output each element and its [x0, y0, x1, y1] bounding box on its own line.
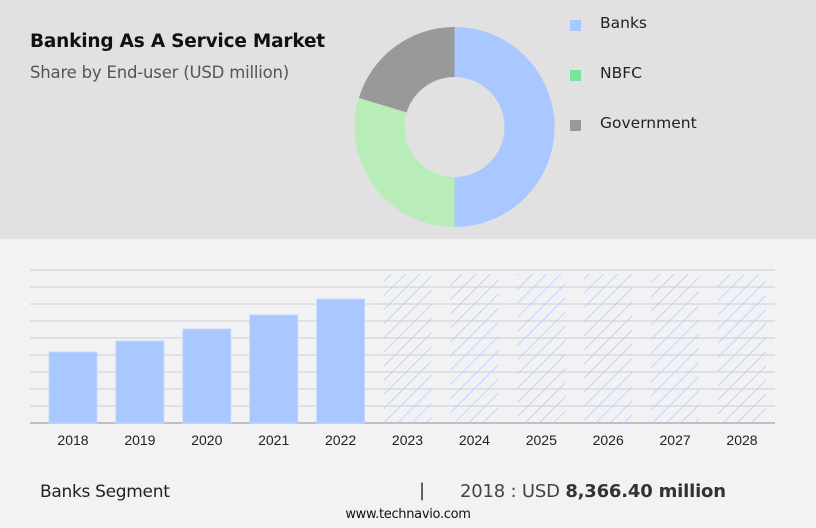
x-tick-label: 2026: [593, 432, 624, 448]
legend-label: Banks: [600, 14, 648, 32]
bar-2019[interactable]: [115, 340, 165, 424]
segment-label: Banks Segment: [40, 482, 170, 502]
legend-swatch-nbfc: [570, 69, 581, 81]
forecast-bar-2024[interactable]: [450, 274, 499, 423]
forecast-bar-2023[interactable]: [383, 274, 432, 423]
footer-separator: |: [419, 480, 426, 501]
x-tick-label: 2024: [459, 432, 490, 448]
x-tick-label: 2021: [258, 432, 289, 448]
legend-swatch-government: [570, 119, 581, 131]
bar-2020[interactable]: [182, 328, 232, 424]
segment-value-amount: 8,366.40 million: [565, 481, 726, 502]
legend-label: NBFC: [600, 64, 642, 82]
x-tick-label: 2025: [526, 432, 557, 448]
donut-slice-government[interactable]: [358, 27, 455, 113]
legend-label: Government: [600, 114, 697, 132]
segment-value: 2018 : USD 8,366.40 million: [460, 481, 726, 502]
forecast-bar-2027[interactable]: [651, 274, 700, 423]
donut-slice-nbfc[interactable]: [354, 97, 455, 227]
legend-item-nbfc[interactable]: NBFC: [570, 64, 642, 82]
legend-item-banks[interactable]: Banks: [570, 14, 647, 32]
legend-swatch-banks: [570, 19, 581, 31]
forecast-bar-2025[interactable]: [517, 274, 566, 423]
legend-item-government[interactable]: Government: [570, 114, 697, 132]
bar-2021[interactable]: [249, 314, 299, 424]
x-tick-label: 2028: [726, 432, 757, 448]
x-tick-label: 2022: [325, 432, 356, 448]
x-tick-label: 2018: [57, 432, 88, 448]
forecast-bar-2028[interactable]: [718, 274, 766, 423]
x-tick-label: 2023: [392, 432, 423, 448]
page-subtitle: Share by End-user (USD million): [30, 63, 290, 82]
bars: [48, 274, 766, 424]
segment-year-prefix: 2018 : USD: [460, 481, 566, 502]
bar-chart: 2018 2019 2020 2021 2022 2023 2024 2025 2026 2027…: [30, 269, 775, 448]
source-url[interactable]: www.technavio.com: [345, 507, 471, 522]
bar-2022[interactable]: [316, 298, 366, 424]
bar-2018[interactable]: [48, 351, 98, 424]
x-tick-label: 2020: [191, 432, 222, 448]
donut-chart: [354, 27, 555, 227]
x-axis-labels: 2018 2019 2020 2021 2022 2023 2024 2025 2026 2027…: [57, 432, 757, 448]
donut-slice-banks[interactable]: [454, 27, 555, 227]
forecast-bar-2026[interactable]: [584, 274, 633, 423]
x-tick-label: 2027: [660, 432, 691, 448]
page-title: Banking As A Service Market: [30, 31, 325, 52]
x-tick-label: 2019: [124, 432, 155, 448]
